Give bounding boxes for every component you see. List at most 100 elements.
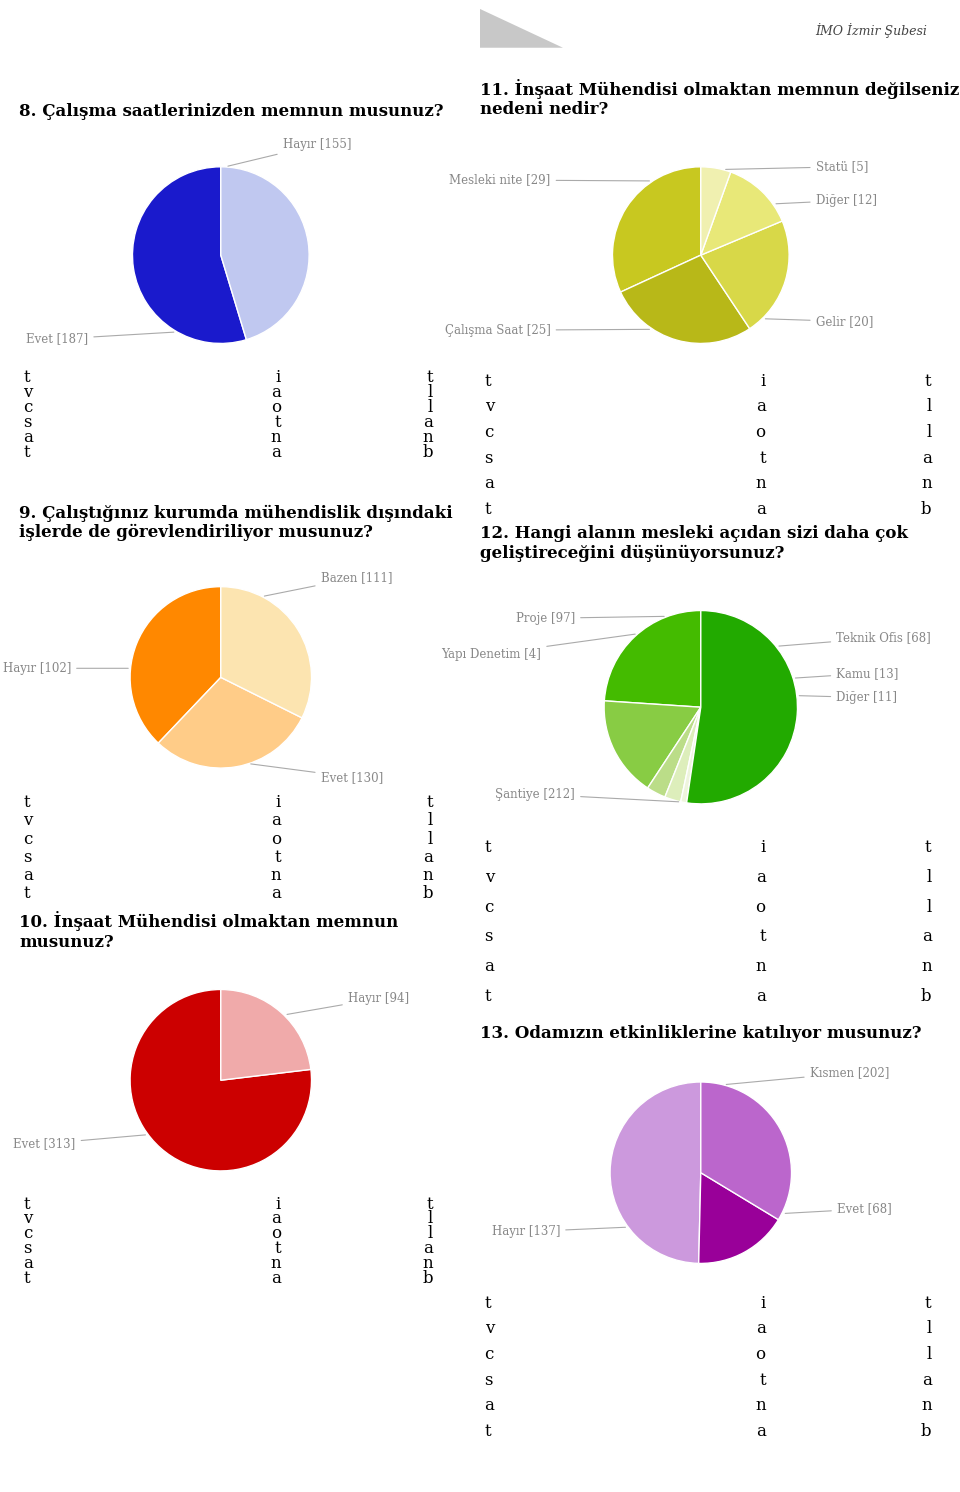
Text: b: b	[422, 885, 433, 903]
Text: l: l	[428, 383, 433, 401]
Text: i: i	[760, 839, 766, 856]
Text: l: l	[926, 898, 931, 916]
Text: t: t	[924, 373, 931, 389]
Wedge shape	[701, 221, 789, 328]
Text: t: t	[924, 1295, 931, 1311]
Text: n: n	[921, 1398, 931, 1414]
Text: b: b	[422, 443, 433, 461]
Text: t: t	[23, 443, 30, 461]
Text: n: n	[422, 1255, 433, 1273]
Wedge shape	[132, 167, 247, 343]
Text: n: n	[422, 867, 433, 883]
Text: v: v	[485, 398, 494, 415]
Text: a: a	[756, 988, 766, 1006]
Text: Yapı Denetim [4]: Yapı Denetim [4]	[442, 634, 636, 661]
Text: t: t	[924, 839, 931, 856]
Text: n: n	[921, 476, 931, 492]
Text: l: l	[428, 1225, 433, 1243]
Text: v: v	[23, 383, 33, 401]
Text: n: n	[271, 428, 281, 446]
Text: Hayır [155]: Hayır [155]	[228, 139, 351, 166]
Text: Evet [68]: Evet [68]	[785, 1203, 892, 1216]
Text: t: t	[275, 1240, 281, 1258]
Text: a: a	[23, 867, 34, 883]
Text: a: a	[756, 501, 766, 518]
Text: s: s	[485, 928, 493, 946]
Text: t: t	[426, 1195, 433, 1213]
Wedge shape	[131, 989, 311, 1171]
Text: i: i	[276, 1195, 281, 1213]
Text: t: t	[426, 794, 433, 812]
Text: 8. Çalışma saatlerinizden memnun musunuz?: 8. Çalışma saatlerinizden memnun musunuz…	[19, 103, 444, 121]
Wedge shape	[158, 677, 302, 768]
Text: t: t	[485, 373, 492, 389]
Text: 10. İnşaat Mühendisi olmaktan memnun
musunuz?: 10. İnşaat Mühendisi olmaktan memnun mus…	[19, 912, 398, 950]
Text: t: t	[23, 1195, 30, 1213]
Text: Kısmen [202]: Kısmen [202]	[726, 1067, 889, 1085]
Text: a: a	[272, 443, 281, 461]
Text: s: s	[23, 1240, 32, 1258]
Text: n: n	[756, 958, 766, 976]
Text: a: a	[756, 398, 766, 415]
Text: Statü [5]: Statü [5]	[726, 160, 868, 173]
Text: t: t	[485, 501, 492, 518]
Text: Hayır [102]: Hayır [102]	[3, 662, 129, 674]
Text: a: a	[485, 1398, 494, 1414]
Text: l: l	[428, 398, 433, 416]
Text: Diğer [11]: Diğer [11]	[800, 691, 898, 704]
Text: i: i	[276, 794, 281, 812]
Text: s: s	[23, 413, 32, 431]
Text: Teknik Ofis [68]: Teknik Ofis [68]	[779, 631, 931, 646]
Text: Evet [313]: Evet [313]	[13, 1135, 146, 1150]
Text: Evet [130]: Evet [130]	[251, 764, 383, 783]
Text: v: v	[485, 1320, 494, 1337]
Text: a: a	[423, 1240, 433, 1258]
Text: l: l	[428, 831, 433, 847]
Wedge shape	[612, 167, 701, 292]
Text: b: b	[422, 1270, 433, 1288]
Text: o: o	[756, 424, 766, 442]
Text: İMO İzmir Şubesi: İMO İzmir Şubesi	[815, 22, 927, 37]
Text: t: t	[23, 794, 30, 812]
Wedge shape	[686, 610, 798, 804]
Text: Kamu [13]: Kamu [13]	[796, 667, 899, 680]
Text: a: a	[272, 885, 281, 903]
Text: l: l	[428, 1210, 433, 1228]
Wedge shape	[701, 1082, 791, 1219]
Text: a: a	[922, 449, 931, 467]
Text: c: c	[485, 898, 494, 916]
Text: c: c	[23, 398, 33, 416]
Text: t: t	[485, 1423, 492, 1440]
Text: o: o	[271, 831, 281, 847]
Text: a: a	[756, 868, 766, 886]
Text: Mesleki nite [29]: Mesleki nite [29]	[449, 173, 650, 186]
Text: Proje [97]: Proje [97]	[516, 612, 664, 625]
Text: l: l	[926, 1320, 931, 1337]
Text: a: a	[423, 413, 433, 431]
Text: l: l	[926, 398, 931, 415]
Text: a: a	[272, 383, 281, 401]
Text: c: c	[485, 1346, 494, 1364]
Text: i: i	[276, 369, 281, 386]
Text: l: l	[428, 813, 433, 830]
Text: Çalışma Saat [25]: Çalışma Saat [25]	[444, 324, 650, 337]
Text: l: l	[926, 1346, 931, 1364]
Polygon shape	[480, 9, 563, 48]
Text: b: b	[921, 988, 931, 1006]
Text: o: o	[271, 1225, 281, 1243]
Text: a: a	[922, 928, 931, 946]
Text: o: o	[756, 1346, 766, 1364]
Text: t: t	[759, 1371, 766, 1389]
Text: a: a	[272, 813, 281, 830]
Wedge shape	[131, 586, 221, 743]
Text: s: s	[23, 849, 32, 865]
Wedge shape	[701, 172, 782, 255]
Text: n: n	[756, 476, 766, 492]
Text: n: n	[921, 958, 931, 976]
Text: Diğer [12]: Diğer [12]	[776, 194, 876, 207]
Text: n: n	[756, 1398, 766, 1414]
Text: c: c	[23, 831, 33, 847]
Text: t: t	[23, 369, 30, 386]
Wedge shape	[221, 167, 309, 340]
Text: t: t	[275, 413, 281, 431]
